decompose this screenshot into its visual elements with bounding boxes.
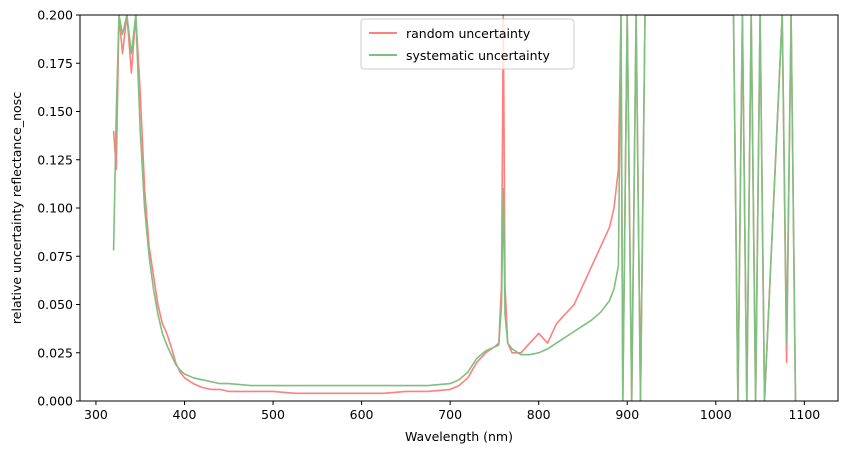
y-axis-label: relative uncertainty reflectance_nosc xyxy=(9,92,24,324)
legend-box xyxy=(360,18,575,70)
x-tick-label: 300 xyxy=(84,407,108,422)
plot-area xyxy=(80,15,838,401)
y-tick-label: 0.200 xyxy=(37,8,73,23)
legend-label-random: random uncertainty xyxy=(406,26,531,41)
x-tick-label: 800 xyxy=(527,407,551,422)
x-tick-label: 500 xyxy=(261,407,285,422)
x-tick-label: 1000 xyxy=(700,407,732,422)
y-tick-label: 0.150 xyxy=(37,104,73,119)
legend: random uncertainty systematic uncertaint… xyxy=(360,18,575,70)
y-tick-label: 0.050 xyxy=(37,297,73,312)
y-tick-label: 0.025 xyxy=(37,345,73,360)
x-tick-label: 700 xyxy=(438,407,462,422)
y-axis: 0.000 0.025 0.050 0.075 0.100 0.125 0.150 0.175… xyxy=(37,8,80,409)
x-axis-label: Wavelength (nm) xyxy=(405,429,513,444)
y-tick-label: 0.075 xyxy=(37,249,73,264)
x-tick-label: 1100 xyxy=(788,407,820,422)
series-layer xyxy=(112,15,797,401)
y-tick-label: 0.100 xyxy=(37,201,73,216)
x-tick-label: 400 xyxy=(173,407,197,422)
x-tick-label: 900 xyxy=(615,407,639,422)
x-axis: 300 400 500 600 700 800 900 1000 1100 xyxy=(84,401,820,422)
y-tick-label: 0.175 xyxy=(37,56,73,71)
x-tick-label: 600 xyxy=(350,407,374,422)
y-tick-label: 0.000 xyxy=(37,394,73,409)
series-line-1 xyxy=(112,15,797,401)
legend-label-systematic: systematic uncertainty xyxy=(406,48,550,63)
y-tick-label: 0.125 xyxy=(37,152,73,167)
